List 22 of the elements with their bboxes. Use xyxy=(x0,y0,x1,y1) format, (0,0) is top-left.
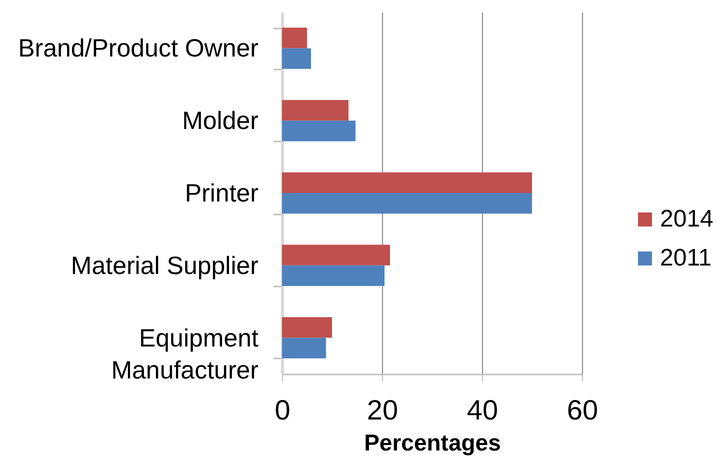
bar xyxy=(282,28,307,48)
bar xyxy=(282,338,326,358)
x-tick-label: 60 xyxy=(566,394,598,426)
legend-label: 2011 xyxy=(660,244,712,272)
bar xyxy=(282,48,311,69)
bar xyxy=(282,317,332,338)
bar xyxy=(282,172,532,193)
y-tick-label: Material Supplier xyxy=(70,252,258,280)
y-tick-label: Molder xyxy=(182,107,258,136)
y-tick-label: Equipment Manufacturer xyxy=(111,324,259,384)
bar xyxy=(282,265,384,286)
bar xyxy=(282,193,532,214)
legend-label: 2014 xyxy=(660,205,714,232)
bar xyxy=(282,100,348,121)
x-tick-label: 40 xyxy=(466,394,498,426)
x-axis-title: Percentages xyxy=(364,430,501,456)
y-tick-label: Brand/Product Owner xyxy=(18,34,258,63)
x-tick-label: 0 xyxy=(274,394,290,426)
x-tick-label: 20 xyxy=(366,394,398,426)
bar xyxy=(282,120,356,142)
y-tick-label: Printer xyxy=(184,180,258,208)
bar xyxy=(282,244,390,266)
